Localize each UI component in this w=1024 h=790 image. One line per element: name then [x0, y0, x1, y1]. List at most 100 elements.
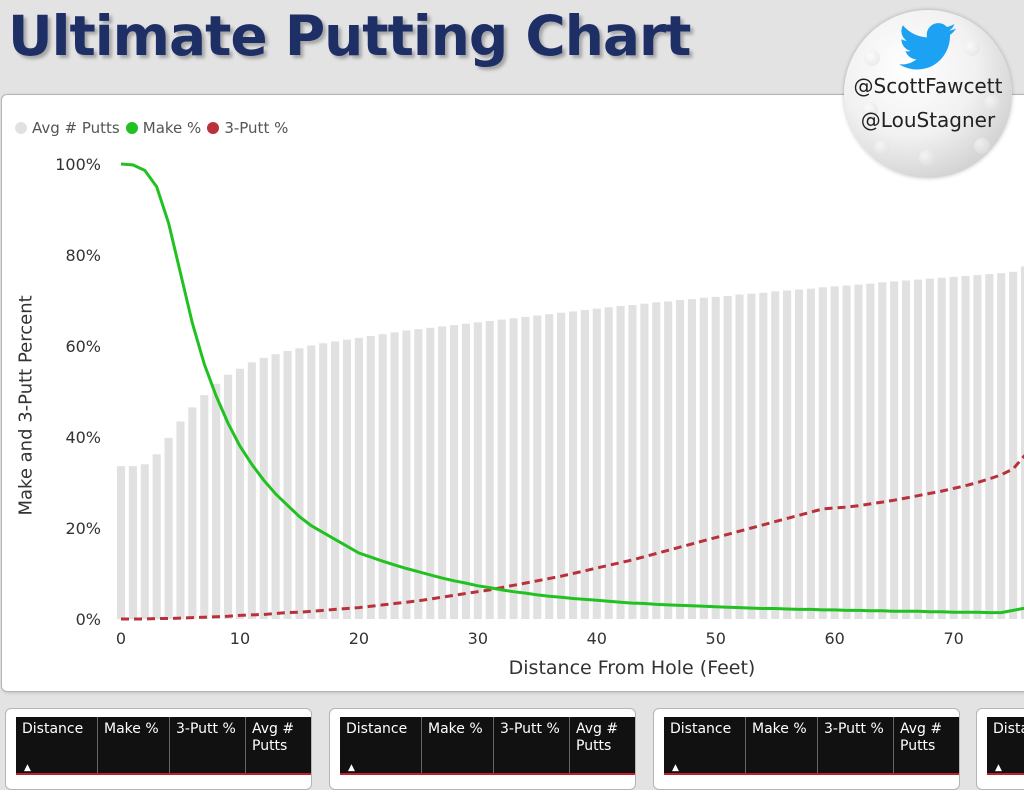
chart-plot: 0% 20% 40% 60% 80% 100% 0 10 20 30 40 50 60 70: [55, 155, 1024, 648]
bar-avg-putts: [949, 276, 958, 619]
bar-avg-putts: [319, 343, 328, 619]
x-axis-title: Distance From Hole (Feet): [508, 657, 756, 679]
bar-avg-putts: [878, 282, 887, 619]
column-header-make-pct[interactable]: Make %: [98, 717, 170, 775]
bar-avg-putts: [580, 310, 589, 619]
putting-table-2: Distance ▲ Make % 3-Putt % Avg # Putts: [329, 708, 636, 790]
bar-avg-putts: [402, 330, 411, 619]
column-header-three-putt[interactable]: 3-Putt %: [818, 717, 894, 775]
chart-legend[interactable]: Avg # Putts Make % 3-Putt %: [15, 119, 294, 137]
column-header-distance[interactable]: Distance▲: [340, 717, 422, 775]
bar-avg-putts: [592, 308, 601, 619]
bar-avg-putts: [628, 305, 637, 619]
column-header-make-pct[interactable]: Make %: [422, 717, 494, 775]
bar-avg-putts: [533, 315, 542, 619]
legend-label: Avg # Putts: [32, 119, 120, 137]
bar-avg-putts: [961, 275, 970, 619]
x-tick-label: 20: [349, 629, 369, 648]
putting-table-4: Distance▲: [976, 708, 1024, 790]
legend-item-make-pct[interactable]: Make %: [125, 119, 202, 137]
x-tick-label: 60: [825, 629, 845, 648]
bar-avg-putts: [545, 314, 554, 619]
y-tick-label: 80%: [65, 246, 101, 265]
y-tick-label: 40%: [65, 428, 101, 447]
series-line-make-pct: [120, 162, 1024, 615]
bar-avg-putts: [176, 421, 185, 619]
bar-avg-putts: [307, 345, 316, 619]
bar-avg-putts: [937, 277, 946, 619]
table-header-row: Distance ▲ Make % 3-Putt % Avg # Putts: [16, 717, 311, 775]
bar-avg-putts: [116, 466, 126, 619]
bar-avg-putts: [283, 351, 292, 619]
series-line-three-putt: [121, 454, 1024, 621]
bar-avg-putts: [295, 348, 304, 619]
column-header-make-pct[interactable]: Make %: [746, 717, 818, 775]
bar-avg-putts: [378, 334, 387, 619]
bar-avg-putts: [235, 368, 244, 619]
legend-item-three-putt[interactable]: 3-Putt %: [207, 119, 288, 137]
bar-avg-putts: [426, 327, 435, 619]
bar-avg-putts: [259, 357, 268, 619]
header-divider: [664, 773, 959, 775]
bar-avg-putts: [664, 301, 673, 619]
bar-avg-putts: [854, 284, 863, 619]
column-header-avg-putts[interactable]: Avg # Putts: [570, 717, 635, 775]
x-tick-label: 10: [230, 629, 250, 648]
column-header-avg-putts[interactable]: Avg # Putts: [246, 717, 311, 775]
bar-avg-putts: [890, 281, 899, 619]
header-divider: [16, 773, 311, 775]
column-header-distance[interactable]: Distance▲: [16, 717, 98, 775]
bar-avg-putts: [735, 294, 744, 619]
column-header-avg-putts[interactable]: Avg # Putts: [894, 717, 959, 775]
bar-avg-putts: [485, 320, 494, 619]
bar-avg-putts: [925, 278, 934, 619]
y-axis-title: Make and 3-Putt Percent: [15, 295, 37, 516]
bar-avg-putts: [390, 332, 399, 619]
bar-avg-putts: [271, 354, 280, 619]
bar-avg-putts: [212, 383, 221, 619]
table-header-row: Distance▲: [987, 717, 1024, 775]
bar-avg-putts: [1020, 266, 1024, 619]
bar-avg-putts: [640, 303, 649, 619]
bar-avg-putts: [414, 329, 423, 619]
bar-avg-putts: [450, 325, 459, 619]
bar-avg-putts: [354, 337, 363, 619]
table-header-row: Distance ▲ Make % 3-Putt % Avg # Putts: [340, 717, 635, 775]
bar-avg-putts: [794, 289, 804, 619]
bar-avg-putts: [676, 300, 685, 619]
bar-avg-putts: [188, 407, 197, 619]
putting-table-1: Distance ▲ Make % 3-Putt % Avg # Putts: [5, 708, 312, 790]
page-title: Ultimate Putting Chart: [8, 4, 691, 68]
bar-avg-putts: [711, 296, 720, 619]
twitter-badge[interactable]: @ScottFawcett @LouStagner: [844, 10, 1012, 178]
bar-avg-putts: [604, 307, 613, 619]
y-tick-label: 0%: [76, 610, 101, 629]
bar-avg-putts: [247, 362, 256, 619]
bar-avg-putts: [842, 285, 851, 619]
x-tick-label: 0: [116, 629, 126, 648]
bar-avg-putts: [783, 290, 792, 619]
column-header-three-putt[interactable]: 3-Putt %: [494, 717, 570, 775]
column-header-distance[interactable]: Distance▲: [987, 717, 1024, 775]
legend-marker: [125, 122, 138, 134]
y-tick-label: 20%: [65, 519, 101, 538]
bar-avg-putts: [723, 295, 732, 619]
bar-avg-putts: [128, 466, 137, 619]
x-tick-label: 70: [943, 629, 963, 648]
legend-item-avg-putts[interactable]: Avg # Putts: [15, 119, 120, 137]
bar-avg-putts: [152, 454, 161, 619]
bar-avg-putts: [461, 323, 470, 619]
bar-avg-putts: [818, 287, 827, 619]
column-header-distance[interactable]: Distance▲: [664, 717, 746, 775]
bar-avg-putts: [473, 322, 482, 619]
twitter-handle-2[interactable]: @LouStagner: [860, 108, 996, 132]
bar-avg-putts: [521, 316, 530, 619]
legend-label: Make %: [142, 119, 202, 137]
bar-avg-putts: [747, 293, 756, 619]
twitter-handle-1[interactable]: @ScottFawcett: [853, 74, 1003, 98]
bar-avg-putts: [509, 318, 518, 619]
bar-avg-putts: [224, 374, 233, 619]
bar-avg-putts: [997, 273, 1006, 619]
column-header-three-putt[interactable]: 3-Putt %: [170, 717, 246, 775]
y-tick-label: 100%: [55, 155, 101, 174]
